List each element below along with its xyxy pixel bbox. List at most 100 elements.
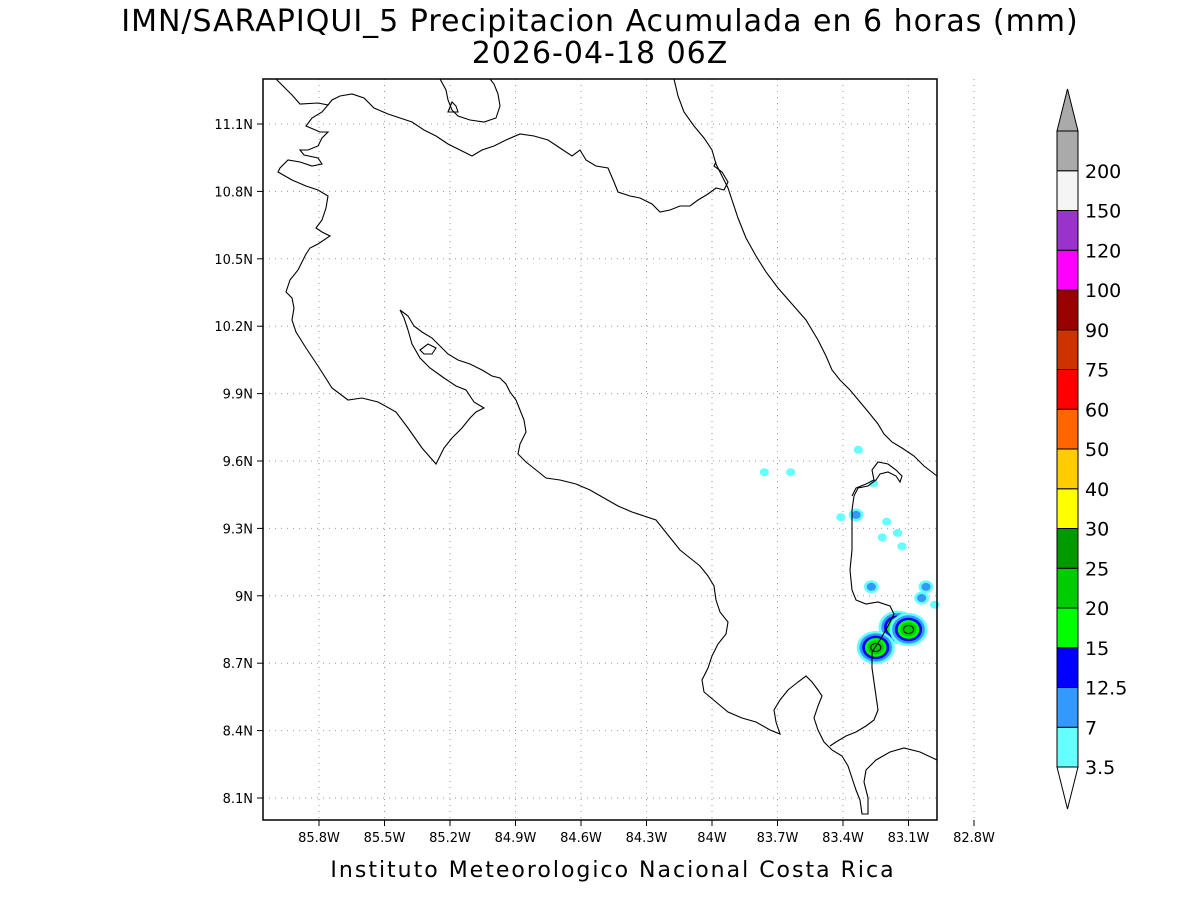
precip-contour <box>759 468 770 477</box>
y-tick-label: 8.1N <box>223 792 253 807</box>
x-tick-label: 83.4W <box>822 831 864 846</box>
precip-cell <box>889 612 928 647</box>
precip-cell <box>848 508 864 522</box>
colorbar-swatch <box>1056 448 1079 490</box>
precip-contour <box>900 622 917 637</box>
x-tick-label: 83.1W <box>888 831 930 846</box>
x-axis-ticks: 85.8W 85.5W 85.2W 84.9W 84.6W 84.3W 84W 83.7W 83… <box>298 820 995 846</box>
precip-cell <box>897 542 907 551</box>
precip-contour <box>867 640 884 655</box>
colorbar-label: 150 <box>1085 201 1121 223</box>
precip-contour <box>866 582 876 591</box>
nicaragua-costa-rica-border <box>327 93 729 213</box>
colorbar-label: 75 <box>1085 360 1109 382</box>
y-tick-label: 8.4N <box>223 725 253 740</box>
costa-rica-pacific-coast <box>291 307 938 815</box>
coastlines <box>275 78 938 815</box>
colorbar-swatch <box>1056 488 1079 529</box>
y-tick-label: 11.1N <box>214 118 253 133</box>
colorbar-label: 100 <box>1085 280 1121 302</box>
precip-contour <box>786 468 796 477</box>
colorbar-swatch <box>1056 687 1079 728</box>
precip-cell <box>864 580 879 594</box>
colorbar-swatch <box>1056 528 1079 569</box>
colorbar-lower-arrow <box>1056 766 1079 810</box>
footer-credit: Instituto Meteorologico Nacional Costa R… <box>330 858 895 883</box>
precip-contour <box>917 594 927 603</box>
nicaragua-coast <box>275 78 332 309</box>
y-tick-label: 10.2N <box>214 320 253 335</box>
colorbar-label: 7 <box>1085 717 1097 739</box>
panama-border <box>829 461 903 747</box>
y-tick-label: 9N <box>235 590 253 605</box>
precip-outline <box>870 642 882 652</box>
y-axis-ticks: 11.1N 10.8N 10.5N 10.2N 9.9N 9.6N 9.3N 9N 8.7N 8.… <box>214 118 263 807</box>
y-tick-label: 10.5N <box>214 253 253 268</box>
precip-contour <box>836 513 846 522</box>
x-tick-label: 84.9W <box>495 831 537 846</box>
plot-frame <box>262 78 938 821</box>
gulf-of-nicoya-island <box>419 343 437 355</box>
colorbar-swatch <box>1056 289 1079 331</box>
colorbar-label: 90 <box>1085 320 1109 342</box>
precip-cell <box>892 528 903 537</box>
map-title: IMN/SARAPIQUI_5 Precipitacion Acumulada … <box>121 4 1078 39</box>
y-tick-label: 10.8N <box>214 185 253 200</box>
colorbar-swatch <box>1056 369 1079 410</box>
colorbar-label: 40 <box>1085 479 1109 501</box>
map-gridlines <box>263 79 975 820</box>
y-tick-label: 9.3N <box>223 522 253 537</box>
colorbar-upper-arrow <box>1056 88 1079 132</box>
y-tick-label: 9.9N <box>223 388 253 403</box>
colorbar-label: 20 <box>1085 598 1109 620</box>
colorbar-label: 120 <box>1085 240 1121 262</box>
x-tick-label: 85.2W <box>429 831 471 846</box>
precip-contour <box>921 582 931 591</box>
colorbar-swatch <box>1056 567 1079 609</box>
x-tick-label: 83.7W <box>757 831 799 846</box>
precip-contour <box>892 528 903 537</box>
precipitation-overlay <box>759 445 940 665</box>
map-subtitle: 2026-04-18 06Z <box>472 36 729 71</box>
colorbar-swatch <box>1056 408 1079 450</box>
precip-contour <box>930 600 940 609</box>
colorbar-label: 200 <box>1085 161 1121 183</box>
precip-cell <box>759 468 770 477</box>
colorbar-swatch <box>1056 170 1079 211</box>
precip-cell <box>786 468 796 477</box>
colorbar-swatch <box>1056 249 1079 291</box>
precip-contour <box>853 445 863 454</box>
precip-cell <box>853 445 863 454</box>
lake-nicaragua-shore <box>439 78 501 123</box>
precip-cell <box>882 517 892 526</box>
precip-cell <box>856 630 895 665</box>
colorbar-swatch <box>1056 726 1079 768</box>
y-tick-label: 8.7N <box>223 657 253 672</box>
colorbar-label: 12.5 <box>1085 678 1127 700</box>
colorbar: 3.5 7 12.5 15 20 25 30 40 50 60 75 90 100 120 150 200 <box>1056 88 1127 810</box>
precip-contour <box>897 542 907 551</box>
precip-cell <box>877 533 887 542</box>
x-tick-label: 82.8W <box>953 831 995 846</box>
x-tick-label: 84W <box>697 831 727 846</box>
x-tick-label: 85.5W <box>364 831 406 846</box>
colorbar-swatch <box>1056 647 1079 688</box>
x-tick-label: 85.8W <box>298 831 340 846</box>
y-tick-label: 9.6N <box>223 455 253 470</box>
colorbar-swatch <box>1056 329 1079 370</box>
x-tick-label: 84.3W <box>626 831 668 846</box>
x-tick-label: 84.6W <box>560 831 602 846</box>
plot-area <box>263 79 937 820</box>
colorbar-label: 15 <box>1085 638 1109 660</box>
precip-cell <box>914 591 929 605</box>
precip-contour <box>877 533 887 542</box>
colorbar-label: 50 <box>1085 439 1109 461</box>
colorbar-label: 30 <box>1085 519 1109 541</box>
caribbean-coast <box>673 78 938 477</box>
colorbar-swatch <box>1056 210 1079 251</box>
small-island <box>447 101 459 113</box>
precip-cell <box>930 600 940 609</box>
colorbar-label: 25 <box>1085 558 1109 580</box>
colorbar-label: 3.5 <box>1085 757 1115 779</box>
